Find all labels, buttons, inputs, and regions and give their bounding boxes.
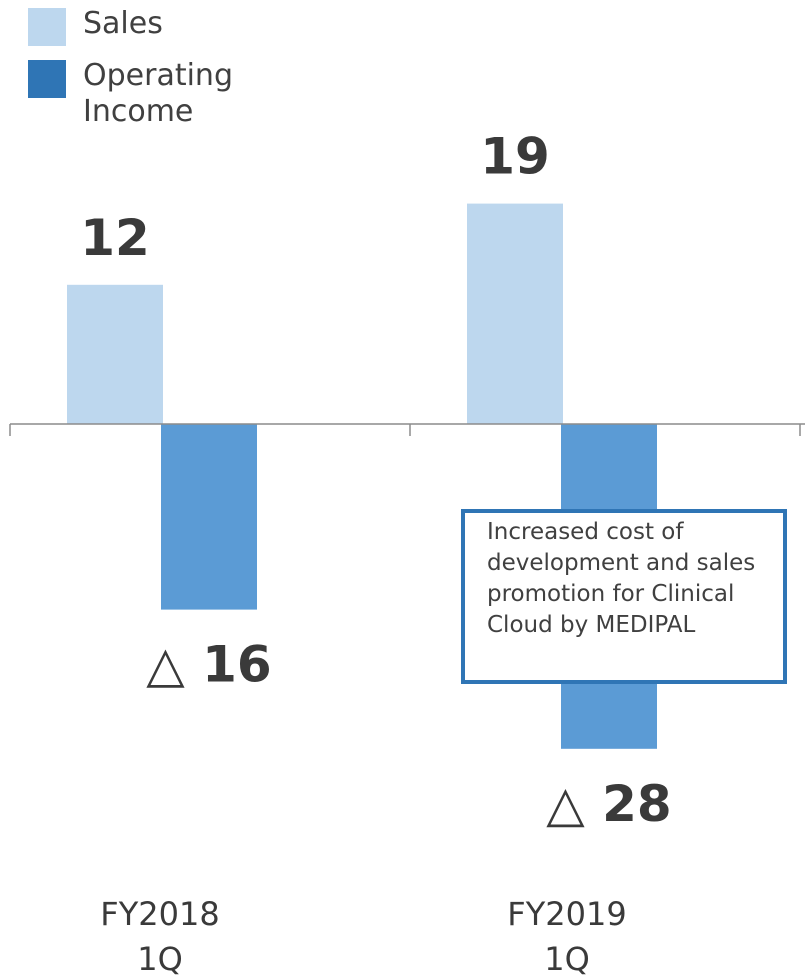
data-label-sales-0: 12 [80, 209, 150, 267]
bar-sales-0 [67, 284, 163, 424]
x-tick-label-1: FY2019 1Q [507, 895, 626, 977]
labels-layer: 12 19 △ 16 △ 28 FY2018 1Q FY2019 1Q [80, 128, 672, 977]
axis-layer [9, 423, 805, 436]
annotation-callout: Increased cost of development and sales … [461, 509, 787, 684]
legend-item-sales: Sales [28, 6, 273, 46]
x-tick-label-0: FY2018 1Q [100, 895, 219, 977]
bar-operating-income-0 [161, 424, 257, 610]
bars-layer [67, 203, 657, 749]
data-label-sales-1: 19 [480, 128, 550, 186]
bar-sales-1 [467, 203, 563, 424]
legend-item-operating-income: Operating Income [28, 58, 273, 130]
data-label-operating-income-0: △ 16 [146, 636, 271, 694]
legend-swatch-operating-income [28, 60, 66, 98]
annotation-text: Increased cost of development and sales … [487, 519, 756, 638]
legend: Sales Operating Income [28, 6, 273, 130]
legend-label-operating-income: Operating Income [83, 58, 233, 129]
data-label-operating-income-1: △ 28 [546, 775, 671, 833]
legend-label-sales: Sales [83, 6, 163, 41]
legend-swatch-sales [28, 8, 66, 46]
